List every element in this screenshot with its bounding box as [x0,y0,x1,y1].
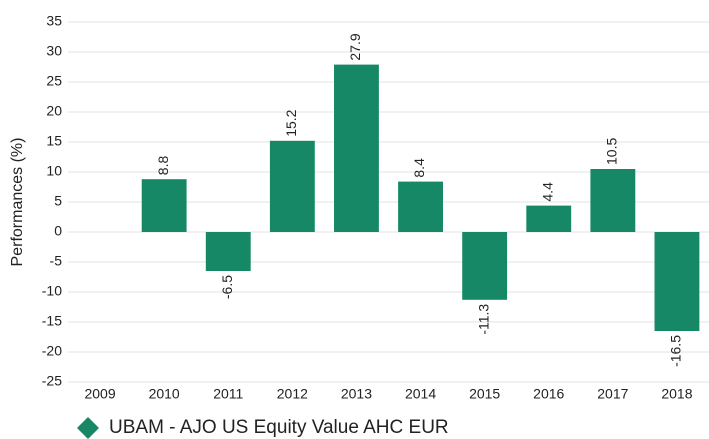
y-tick-label: 30 [46,43,62,59]
data-label: -6.5 [219,275,235,299]
y-tick-label: -25 [42,373,62,389]
y-tick-label: 20 [46,103,62,119]
data-label: -11.3 [475,304,491,335]
bar [141,179,187,232]
y-tick-label: 10 [46,163,62,179]
y-tick-label: 25 [46,73,62,89]
x-tick-label: 2015 [469,386,500,402]
y-tick-label: -15 [42,313,62,329]
y-tick-label: 0 [54,223,62,239]
legend-marker [77,417,99,439]
data-label: 15.2 [283,109,299,136]
y-tick-label: 5 [54,193,62,209]
data-label: -16.5 [668,335,684,367]
bar [269,140,315,232]
x-tick-label: 2013 [341,386,372,402]
data-label: 10.5 [604,138,620,165]
y-tick-label: -10 [42,283,62,299]
x-tick-label: 2010 [149,386,180,402]
x-tick-label: 2014 [405,386,436,402]
bar [398,181,443,232]
y-tick-label: -20 [42,343,62,359]
bar [462,232,508,300]
bar [334,64,379,232]
x-tick-label: 2017 [597,386,628,402]
y-axis-label: Performances (%) [9,138,26,267]
x-tick-label: 2009 [84,386,115,402]
y-tick-label: 15 [46,133,62,149]
x-tick-label: 2011 [213,386,243,402]
y-tick-label: 35 [46,13,62,29]
data-label: 27.9 [347,33,363,60]
y-tick-label: -5 [50,253,63,269]
bar [654,232,700,331]
x-tick-label: 2016 [533,386,564,402]
legend-label: UBAM - AJO US Equity Value AHC EUR [109,417,449,438]
bar [526,205,572,232]
bar [205,232,251,271]
data-label: 8.8 [155,156,171,176]
x-tick-label: 2018 [661,386,692,402]
data-label: 8.4 [411,158,427,178]
data-label: 4.4 [539,182,555,202]
bar [590,169,636,232]
x-tick-label: 2012 [277,386,308,402]
